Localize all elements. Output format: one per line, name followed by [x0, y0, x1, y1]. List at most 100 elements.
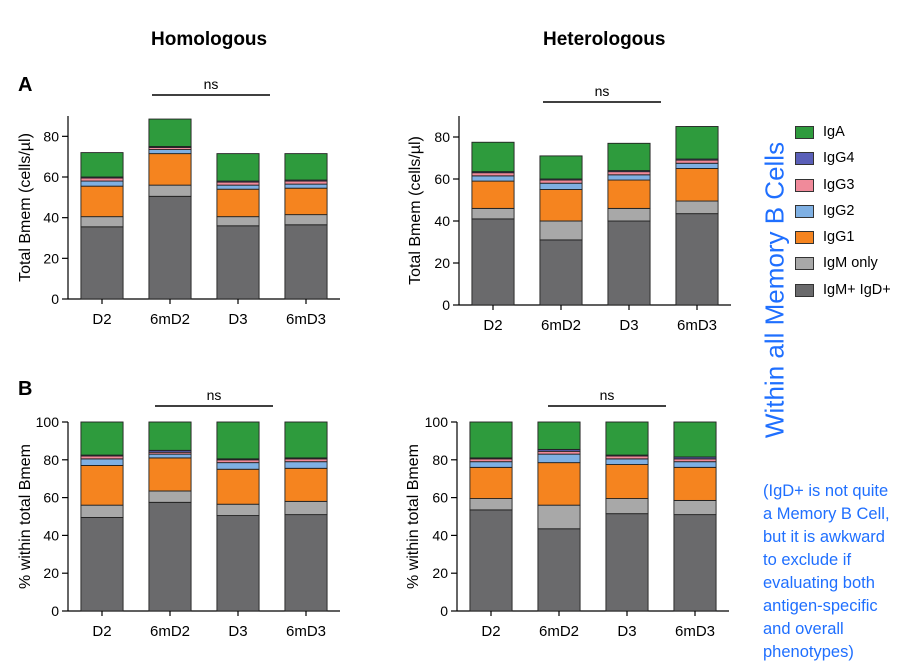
chart-a-homologous-bar-igg3 [80, 177, 124, 182]
chart-b-homologous-ytick-label: 0 [51, 603, 59, 619]
chart-a-heterologous-bar-igm-igd [471, 218, 515, 306]
chart-b-homologous-xtick-label: D2 [92, 623, 111, 640]
legend-swatch-igg4 [795, 152, 814, 166]
note-line: evaluating both [763, 574, 875, 592]
note-line: antigen-specific [763, 597, 878, 615]
legend-swatch-iga [795, 126, 814, 139]
chart-a-homologous-bar-igg1 [284, 187, 328, 216]
chart-b-homologous-bar-igm-only [284, 500, 328, 516]
chart-b-heterologous-bar-igg2 [605, 458, 649, 465]
chart-a-heterologous-bar-iga [607, 142, 651, 172]
chart-b-homologous-ytick-label: 80 [43, 452, 59, 468]
chart-b-homologous-bar-igm-igd [148, 501, 192, 612]
column-title-heterologous: Heterologous [543, 29, 666, 50]
chart-b-heterologous-ytick-label: 0 [440, 603, 448, 619]
chart-a-homologous-bar-igm-igd [80, 226, 124, 300]
chart-a-homologous-bar-iga [80, 152, 124, 178]
legend-swatch-igg2 [795, 204, 814, 218]
chart-a-heterologous-bar-igm-only [607, 207, 651, 222]
chart-a-homologous-bar-igm-only [216, 216, 260, 227]
chart-b-heterologous-bar-igm-igd [673, 514, 717, 612]
chart-a-homologous-xtick-label: D3 [228, 311, 247, 328]
chart-b-homologous-xtick-label: 6mD3 [286, 623, 326, 640]
chart-a-heterologous-ytick-label: 0 [442, 297, 450, 313]
legend-label-igg4: IgG4 [823, 150, 855, 167]
chart-b-heterologous-ytick-label: 40 [432, 527, 448, 543]
chart-b-heterologous-bar-igm-igd [537, 528, 581, 612]
chart-a-heterologous-bar-igm-igd [607, 220, 651, 306]
chart-a-homologous-bar-igm-igd [148, 195, 192, 300]
chart-a-homologous-xtick-label: D2 [92, 311, 111, 328]
chart-b-homologous-bar-igm-only [148, 490, 192, 503]
note-line: (IgD+ is not quite [763, 482, 889, 500]
chart-b-heterologous-xtick-label: 6mD2 [539, 623, 579, 640]
chart-a-homologous-ytick-label: 60 [43, 169, 59, 185]
chart-a-heterologous-bar-igg3 [539, 179, 583, 184]
side-title: Within all Memory B Cells [759, 141, 790, 439]
chart-b-heterologous-bar-iga [673, 421, 717, 458]
chart-a-heterologous-ytick-label: 20 [434, 255, 450, 271]
chart-b-homologous-bar-igg1 [284, 467, 328, 502]
chart-a-heterologous-bar-igg2 [607, 174, 651, 181]
chart-a-heterologous-bar-igg3 [675, 159, 719, 164]
note-line: phenotypes) [763, 643, 854, 661]
chart-b-heterologous-bar-igm-only [537, 504, 581, 530]
chart-b-homologous-xtick-label: 6mD2 [150, 623, 190, 640]
chart-b-homologous-ytick-label: 60 [43, 490, 59, 506]
panel-letter-a: A [18, 74, 33, 96]
chart-b-homologous-bar-iga [216, 421, 260, 460]
legend-label-igm-igd: IgM+ IgD+ [823, 281, 891, 298]
note-line: a Memory B Cell, [763, 505, 890, 523]
chart-a-homologous-bar-igg2 [148, 149, 192, 155]
chart-b-homologous-bar-iga [80, 421, 124, 456]
chart-a-homologous-ytick-label: 80 [43, 128, 59, 144]
chart-a-heterologous-bar-iga [539, 155, 583, 180]
chart-a-heterologous-bar-igg1 [539, 189, 583, 222]
legend-swatch-igg1 [795, 231, 814, 245]
chart-b-homologous-xtick-label: D3 [228, 623, 247, 640]
chart-b-homologous-bar-igg1 [148, 457, 192, 492]
chart-b-heterologous-ytick-label: 20 [432, 565, 448, 581]
chart-b-heterologous-xtick-label: 6mD3 [675, 623, 715, 640]
chart-a-heterologous-y-axis-label: Total Bmem (cells/µl) [407, 136, 424, 285]
chart-a-heterologous-bar-igg1 [471, 180, 515, 209]
legend-swatch-igm-igd [795, 283, 814, 297]
chart-a-homologous-ytick-label: 0 [51, 291, 59, 307]
chart-b-heterologous-bar-igg2 [537, 453, 581, 464]
chart-a-heterologous-bar-igm-igd [539, 239, 583, 306]
chart-b-homologous-bar-igg2 [216, 462, 260, 470]
chart-a-heterologous-bar-igg1 [607, 179, 651, 209]
chart-a-homologous-bar-igg3 [216, 181, 260, 186]
chart-b-heterologous-bar-igg1 [605, 464, 649, 499]
chart-b-heterologous-ytick-label: 60 [432, 490, 448, 506]
chart-a-homologous-bar-iga [148, 118, 192, 147]
chart-a-heterologous-xtick-label: 6mD2 [541, 317, 581, 334]
chart-b-homologous-bar-iga [148, 421, 192, 451]
chart-b-homologous-y-axis-label: % within total Bmem [17, 444, 34, 589]
chart-b-heterologous-bar-iga [537, 421, 581, 450]
chart-b-homologous-sig-label: ns [207, 387, 222, 403]
legend-label-igg1: IgG1 [823, 229, 855, 246]
chart-b-heterologous-bar-igg1 [673, 466, 717, 501]
chart-b-heterologous-bar-igm-igd [605, 513, 649, 612]
chart-a-homologous-bar-igg1 [148, 153, 192, 186]
chart-a-heterologous-bar-igm-only [539, 220, 583, 241]
chart-a-heterologous-bar-igg2 [675, 162, 719, 169]
chart-a-heterologous-bar-igg3 [607, 171, 651, 176]
chart-a-heterologous-bar-igg1 [675, 168, 719, 202]
chart-a-heterologous-xtick-label: D3 [619, 317, 638, 334]
chart-b-homologous-bar-igm-igd [216, 515, 260, 612]
chart-b-homologous-bar-igm-igd [284, 514, 328, 612]
note-line: but it is awkward [763, 528, 885, 546]
chart-a-homologous-bar-igm-only [284, 214, 328, 226]
chart-b-heterologous-ytick-label: 80 [432, 452, 448, 468]
chart-a-heterologous-bar-igg2 [539, 182, 583, 190]
chart-b-heterologous-xtick-label: D2 [481, 623, 500, 640]
chart-a-heterologous-bar-igg2 [471, 175, 515, 182]
chart-b-homologous-ytick-label: 100 [36, 414, 60, 430]
chart-a-homologous-bar-igm-igd [284, 224, 328, 300]
chart-b-heterologous-bar-iga [605, 421, 649, 456]
chart-a-heterologous-ytick-label: 60 [434, 171, 450, 187]
legend-label-igm-only: IgM only [823, 255, 878, 272]
